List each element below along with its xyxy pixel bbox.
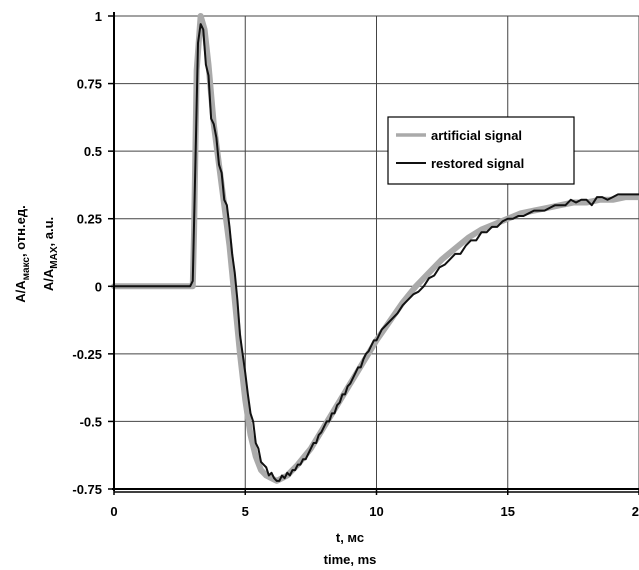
legend: artificial signal restored signal [387,116,575,185]
series-line-restored-signal [113,23,639,482]
y-tick-label: 1 [95,9,102,24]
x-tick-label: 15 [501,504,515,519]
legend-label-restored-signal: restored signal [431,156,524,171]
y-axis-label-en-sub: MAX [49,246,60,269]
x-tick-label: 0 [110,504,117,519]
y-tick-label: 0 [95,279,102,294]
y-axis-label-en-main: A/A [41,268,56,291]
grid [114,15,639,489]
x-tick-label: 20 [632,504,639,519]
y-axis-label-rest: , отн.ед. [13,205,28,257]
legend-label-artificial-signal: artificial signal [431,128,522,143]
y-axis-label-en: A/AMAX, a.u. [41,217,60,291]
tick-labels: 0 5 10 15 20 1 0.75 0.5 0.25 0 -0.25 -0.5 -0.75 [72,9,639,519]
y-tick-label: 0.5 [84,144,102,159]
x-tick-label: 5 [242,504,249,519]
legend-box [387,116,575,185]
x-axis-label: t, мс [336,530,364,545]
x-tick-label: 10 [369,504,383,519]
x-axis-label-en: time, ms [324,552,377,567]
y-tick-label: 0.25 [77,212,102,227]
y-axis-label-main: A/A [13,280,28,303]
y-tick-label: -0.5 [80,414,102,429]
y-tick-label: -0.75 [72,482,102,497]
y-tick-label: -0.25 [72,347,102,362]
series-layer [111,13,639,484]
y-axis-label-en-rest: , a.u. [41,217,56,247]
y-tick-label: 0.75 [77,77,102,92]
y-axis-label: A/Aмакс, отн.ед. [13,205,32,302]
axes [108,12,639,495]
y-axis-label-sub: макс [21,257,32,281]
